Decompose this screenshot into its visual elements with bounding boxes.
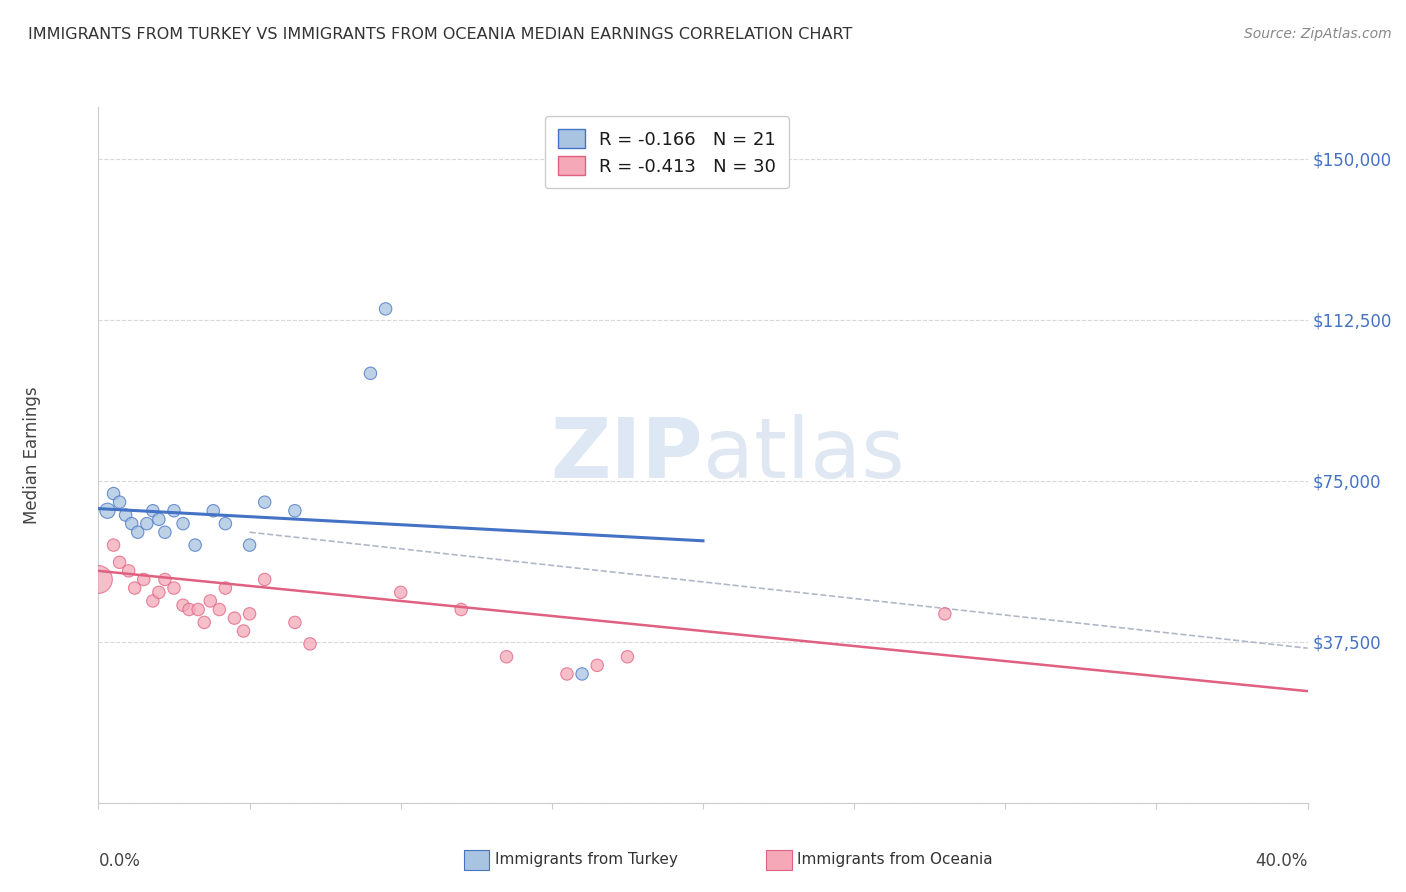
Point	[179, 602, 201, 616]
Point	[163, 504, 186, 518]
Point	[214, 581, 236, 595]
Point	[96, 504, 118, 518]
Point	[132, 573, 155, 587]
Text: atlas: atlas	[703, 415, 904, 495]
Point	[224, 611, 246, 625]
Text: 0.0%: 0.0%	[98, 852, 141, 870]
Text: Median Earnings: Median Earnings	[22, 386, 41, 524]
Point	[163, 581, 186, 595]
Legend: R = -0.166   N = 21, R = -0.413   N = 30: R = -0.166 N = 21, R = -0.413 N = 30	[546, 116, 789, 188]
Point	[299, 637, 322, 651]
Text: IMMIGRANTS FROM TURKEY VS IMMIGRANTS FROM OCEANIA MEDIAN EARNINGS CORRELATION CH: IMMIGRANTS FROM TURKEY VS IMMIGRANTS FRO…	[28, 27, 852, 42]
Point	[108, 495, 131, 509]
Point	[148, 585, 170, 599]
Point	[114, 508, 136, 522]
Point	[389, 585, 412, 599]
Text: 40.0%: 40.0%	[1256, 852, 1308, 870]
Point	[253, 573, 276, 587]
Point	[239, 538, 262, 552]
Point	[153, 573, 176, 587]
Point	[934, 607, 956, 621]
Point	[148, 512, 170, 526]
Text: Immigrants from Turkey: Immigrants from Turkey	[495, 853, 678, 867]
Point	[253, 495, 276, 509]
Point	[142, 504, 165, 518]
Point	[193, 615, 215, 630]
Point	[108, 555, 131, 569]
Point	[103, 538, 125, 552]
Point	[208, 602, 231, 616]
Point	[571, 667, 593, 681]
Point	[184, 538, 207, 552]
Point	[202, 504, 225, 518]
Point	[118, 564, 141, 578]
Point	[103, 486, 125, 500]
Text: ZIP: ZIP	[551, 415, 703, 495]
Point	[172, 599, 194, 613]
Point	[142, 594, 165, 608]
Point	[87, 573, 110, 587]
Point	[555, 667, 578, 681]
Point	[360, 367, 382, 381]
Text: Immigrants from Oceania: Immigrants from Oceania	[797, 853, 993, 867]
Point	[616, 649, 638, 664]
Point	[284, 615, 307, 630]
Point	[124, 581, 146, 595]
Point	[232, 624, 254, 638]
Point	[239, 607, 262, 621]
Point	[495, 649, 517, 664]
Point	[200, 594, 222, 608]
Point	[374, 301, 396, 316]
Point	[127, 525, 149, 540]
Point	[284, 504, 307, 518]
Point	[153, 525, 176, 540]
Point	[214, 516, 236, 531]
Point	[172, 516, 194, 531]
Point	[450, 602, 472, 616]
Text: Source: ZipAtlas.com: Source: ZipAtlas.com	[1244, 27, 1392, 41]
Point	[187, 602, 209, 616]
Point	[121, 516, 143, 531]
Point	[135, 516, 157, 531]
Point	[586, 658, 609, 673]
